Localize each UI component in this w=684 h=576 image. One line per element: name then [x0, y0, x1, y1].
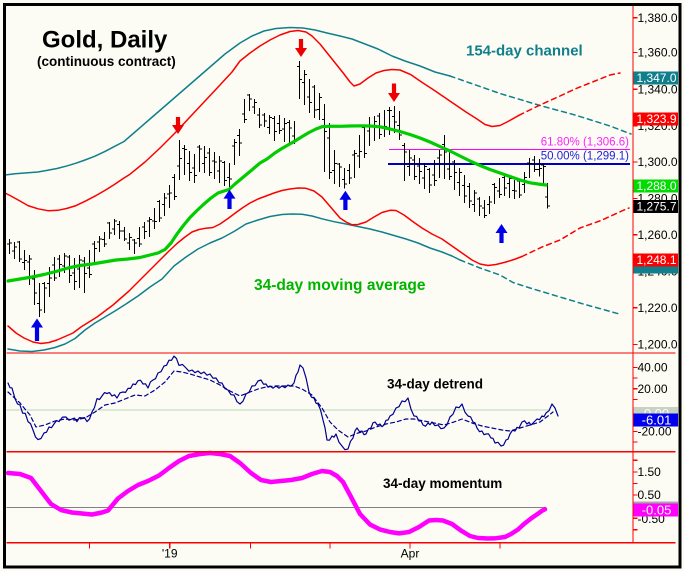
svg-text:Gold, Daily: Gold, Daily	[42, 27, 168, 54]
svg-text:154-day channel: 154-day channel	[466, 43, 583, 60]
svg-text:40.00: 40.00	[638, 361, 668, 375]
svg-text:61.80% (1,306.6): 61.80% (1,306.6)	[541, 137, 629, 149]
svg-text:1.50: 1.50	[638, 465, 662, 479]
svg-text:1,340.0: 1,340.0	[638, 82, 678, 96]
svg-text:(continuous contract): (continuous contract)	[37, 54, 176, 69]
svg-text:1,360.0: 1,360.0	[638, 46, 678, 60]
svg-text:34-day detrend: 34-day detrend	[387, 377, 483, 392]
svg-text:Apr: Apr	[401, 547, 420, 561]
svg-text:-6.01: -6.01	[642, 413, 672, 428]
svg-text:1,248.1: 1,248.1	[636, 253, 676, 267]
svg-text:1,300.0: 1,300.0	[638, 155, 678, 169]
svg-text:1,275.7: 1,275.7	[636, 200, 676, 214]
svg-text:1,380.0: 1,380.0	[638, 11, 678, 25]
svg-text:1,220.0: 1,220.0	[638, 301, 678, 315]
svg-text:50.00% (1,299.1): 50.00% (1,299.1)	[541, 151, 629, 163]
svg-text:-0.05: -0.05	[642, 503, 672, 518]
svg-text:-20.00: -20.00	[638, 425, 672, 439]
svg-text:'19: '19	[162, 547, 178, 561]
svg-text:1,200.0: 1,200.0	[638, 338, 678, 352]
svg-text:0.50: 0.50	[638, 488, 662, 502]
svg-text:1,260.0: 1,260.0	[638, 228, 678, 242]
svg-text:1,288.0: 1,288.0	[636, 179, 676, 193]
svg-text:20.00: 20.00	[638, 382, 668, 396]
svg-text:1,347.0: 1,347.0	[636, 71, 676, 85]
svg-text:1,323.9: 1,323.9	[636, 112, 676, 126]
svg-text:34-day momentum: 34-day momentum	[383, 476, 502, 491]
svg-text:34-day moving average: 34-day moving average	[254, 277, 426, 294]
